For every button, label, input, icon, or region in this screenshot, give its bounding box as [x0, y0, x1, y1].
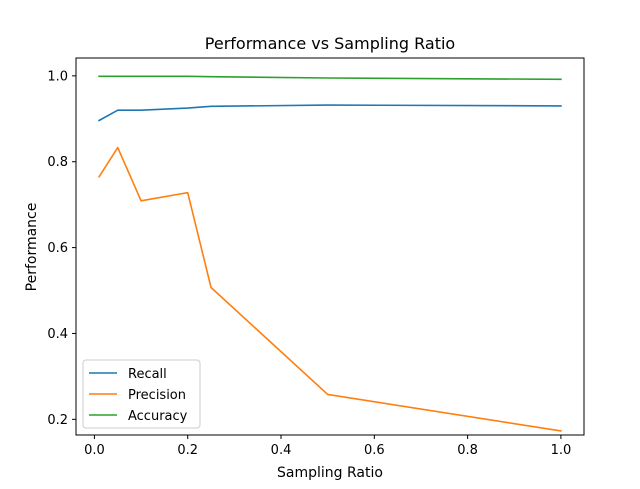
legend-box	[82, 359, 201, 429]
y-tick-label: 0.4	[47, 327, 68, 342]
x-tick-label: 0.6	[364, 443, 385, 458]
legend: Recall Precision Accuracy	[82, 359, 201, 429]
plot-area	[75, 57, 585, 436]
x-tick-label: 1.0	[551, 443, 572, 458]
y-axis-label: Performance	[24, 203, 40, 292]
legend-label-recall: Recall	[128, 367, 167, 382]
y-axis: 0.2 0.4 0.6 0.8 1.0	[47, 69, 76, 428]
series-layer	[97, 75, 562, 432]
series-line-precision	[97, 146, 562, 432]
legend-label-accuracy: Accuracy	[128, 409, 188, 424]
legend-label-precision: Precision	[128, 388, 186, 403]
y-tick-label: 0.8	[47, 155, 68, 170]
series-line-accuracy	[98, 75, 562, 81]
y-tick-label: 0.2	[47, 413, 68, 428]
x-tick-label: 0.2	[177, 443, 198, 458]
x-axis: 0.0 0.2 0.4 0.6 0.8 1.0	[84, 435, 571, 458]
chart-title: Performance vs Sampling Ratio	[205, 34, 455, 53]
series-line-recall	[98, 104, 562, 122]
axes-frame	[75, 57, 585, 436]
x-tick-label: 0.4	[271, 443, 292, 458]
y-tick-label: 0.6	[47, 241, 68, 256]
x-tick-label: 0.0	[84, 443, 105, 458]
y-tick-label: 1.0	[47, 69, 68, 84]
x-tick-label: 0.8	[457, 443, 478, 458]
x-axis-label: Sampling Ratio	[277, 465, 383, 481]
